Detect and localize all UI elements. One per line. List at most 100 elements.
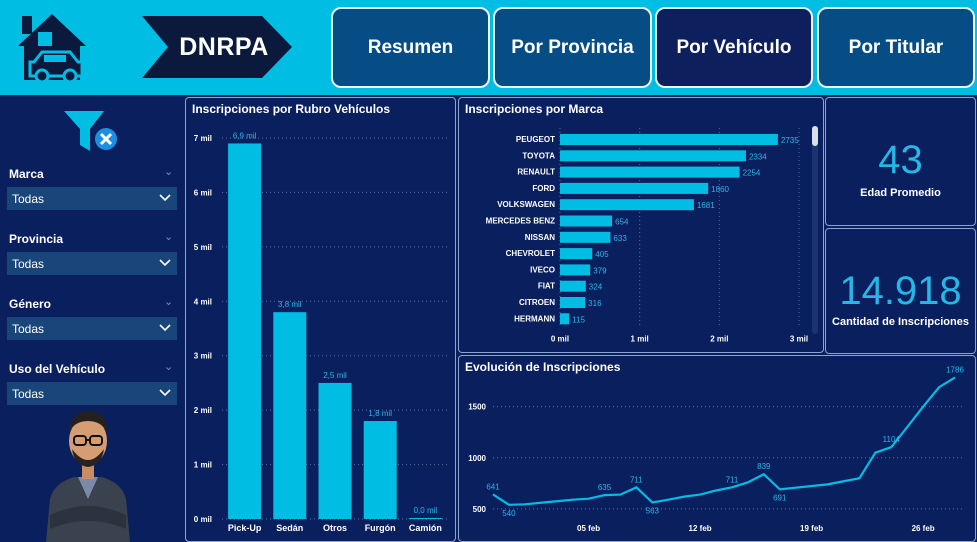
x-tick-label: Pick-Up <box>228 523 262 533</box>
x-tick-label: 2 mil <box>710 335 728 344</box>
x-tick-label: 26 feb <box>912 524 935 533</box>
bar <box>408 518 442 519</box>
data-label: 839 <box>757 462 771 471</box>
y-tick-label: 4 mil <box>194 297 212 306</box>
bar <box>273 312 307 519</box>
kpi-inscripciones-card: 14.918 Cantidad de Inscripciones <box>825 228 976 354</box>
bar <box>560 313 570 325</box>
bar <box>560 134 778 145</box>
x-tick-label: Sedán <box>276 523 303 533</box>
chevron-down-icon <box>159 194 171 202</box>
chevron-down-icon[interactable]: ⌄ <box>164 361 174 373</box>
y-tick-label: TOYOTA <box>522 151 555 160</box>
kpi-edad-card: 43 Edad Promedio <box>825 97 976 226</box>
data-label: 1,8 mil <box>368 409 392 418</box>
kpi-edad-label: Edad Promedio <box>860 187 941 199</box>
nav-resumen-button[interactable]: Resumen <box>331 7 490 88</box>
filter-value-uso: Todas <box>12 386 45 401</box>
data-label: 316 <box>588 299 602 308</box>
data-label: 3,8 mil <box>278 300 302 309</box>
bar <box>560 215 613 227</box>
filter-dropdown-marca[interactable]: Todas <box>7 187 177 210</box>
evolucion-line-chart: 500 1000 1500 05 feb 12 feb 19 feb 26 feb 641 54… <box>468 365 965 533</box>
x-tick-label: 12 feb <box>689 524 712 533</box>
chevron-down-icon <box>159 259 171 267</box>
series-line <box>492 376 956 506</box>
rubro-bar-chart: 0 mil 1 mil 2 mil 3 mil 4 mil 5 mil 6 mil 7 mil… <box>194 131 448 533</box>
header-bar: DNRPA Resumen Por Provincia Por Vehículo… <box>0 0 977 95</box>
filter-dropdown-genero[interactable]: Todas <box>7 317 177 340</box>
scrollbar-track <box>812 126 818 334</box>
bar <box>363 421 397 519</box>
y-tick-label: FORD <box>532 184 555 193</box>
x-tick-label: Otros <box>323 523 347 533</box>
x-tick-label: 3 mil <box>790 335 808 344</box>
y-tick-label: 1500 <box>468 403 486 412</box>
data-label: 1860 <box>711 185 729 194</box>
bar <box>560 150 746 162</box>
marca-bar-chart: 0 mil 1 mil 2 mil 3 mil PEUGEOT 2735 TOYOTA 233… <box>486 126 818 344</box>
bar <box>318 382 352 519</box>
data-label: 691 <box>773 493 787 502</box>
data-label: 1681 <box>697 201 715 210</box>
scrollbar-thumb <box>812 126 818 146</box>
filter-value-genero: Todas <box>12 321 45 336</box>
bar <box>560 280 586 292</box>
avatar <box>46 411 130 542</box>
bar <box>228 143 262 519</box>
nav-titular-button[interactable]: Por Titular <box>817 7 975 88</box>
bar <box>560 166 740 178</box>
y-tick-label: 3 mil <box>194 352 212 361</box>
data-label: 115 <box>572 315 585 324</box>
data-label: 563 <box>646 506 660 515</box>
bar <box>560 264 591 276</box>
chevron-down-icon <box>159 389 171 397</box>
y-tick-label: FIAT <box>538 282 555 291</box>
y-tick-label: 7 mil <box>194 134 212 143</box>
marca-chart-title: Inscripciones por Marca <box>465 102 604 116</box>
marca-chart-panel: Inscripciones por Marca 0 mil 1 mil 2 mil 3… <box>458 97 824 353</box>
filter-value-marca: Todas <box>12 191 45 206</box>
brand-title: DNRPA <box>179 33 269 61</box>
y-tick-label: VOLKSWAGEN <box>497 200 555 209</box>
x-tick-label: 0 mil <box>551 335 569 344</box>
nav-provincia-button[interactable]: Por Provincia <box>493 7 652 88</box>
data-label: 635 <box>598 483 612 492</box>
filter-clear-icon[interactable] <box>62 105 120 155</box>
filter-label-genero: Género <box>9 297 52 311</box>
y-tick-label: 500 <box>473 505 487 514</box>
bar <box>560 199 694 211</box>
x-tick-label: 19 feb <box>800 524 823 533</box>
kpi-edad-value: 43 <box>878 138 923 182</box>
bar <box>560 248 593 260</box>
y-tick-label: CITROEN <box>519 298 555 307</box>
data-label: 2334 <box>749 152 767 161</box>
kpi-inscripciones-value: 14.918 <box>839 269 962 313</box>
y-tick-label: NISSAN <box>525 233 555 242</box>
x-tick-label: Camión <box>409 523 442 533</box>
y-tick-label: 1 mil <box>194 461 212 470</box>
rubro-chart-panel: Inscripciones por Rubro Vehículos 0 mil 1… <box>185 97 456 542</box>
filter-value-provincia: Todas <box>12 256 45 271</box>
data-label: 405 <box>595 250 609 259</box>
data-label: 711 <box>630 475 643 484</box>
data-label: 641 <box>486 482 500 491</box>
y-tick-label: 6 mil <box>194 188 212 197</box>
data-label: 324 <box>589 283 603 292</box>
chevron-down-icon[interactable]: ⌄ <box>164 231 174 243</box>
filter-label-uso: Uso del Vehículo <box>9 362 106 376</box>
chevron-down-icon[interactable]: ⌄ <box>164 166 174 178</box>
filter-sidebar: Marca ⌄ Todas Provincia ⌄ Todas Género ⌄… <box>0 95 184 542</box>
data-label: 633 <box>613 234 627 243</box>
y-tick-label: 5 mil <box>194 243 212 252</box>
filter-dropdown-provincia[interactable]: Todas <box>7 252 177 275</box>
nav-vehiculo-button[interactable]: Por Vehículo <box>655 7 813 88</box>
bar <box>560 182 709 194</box>
bar <box>560 297 586 308</box>
x-tick-label: 05 feb <box>577 524 600 533</box>
filter-dropdown-uso[interactable]: Todas <box>7 382 177 405</box>
chevron-down-icon[interactable]: ⌄ <box>164 296 174 308</box>
brand-arrow-shape <box>142 16 292 78</box>
data-label: 654 <box>615 218 629 227</box>
rubro-chart-title: Inscripciones por Rubro Vehículos <box>192 102 391 116</box>
